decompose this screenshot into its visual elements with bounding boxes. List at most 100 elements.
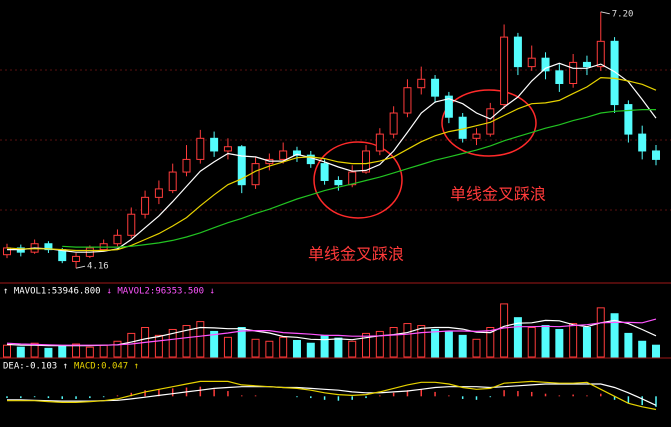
- volume-bar: [362, 332, 371, 358]
- volume-bar: [58, 345, 67, 358]
- volume-bar: [417, 325, 426, 358]
- annotation: 单线金叉踩浪: [450, 185, 546, 204]
- volume-bar: [127, 332, 136, 358]
- volume-bar: [3, 344, 11, 358]
- ma-line: [6, 76, 657, 252]
- volume-bar: [569, 323, 578, 358]
- volume-bar: [375, 330, 384, 358]
- annotation: 单线金叉踩浪: [308, 245, 404, 264]
- volume-bar: [334, 337, 343, 358]
- candle-body: [113, 234, 122, 245]
- candle-body: [458, 116, 467, 139]
- candle-body: [582, 61, 591, 68]
- candle-body: [182, 158, 191, 173]
- volume-bar: [444, 330, 453, 358]
- volume-bar: [168, 328, 177, 358]
- volume-bar: [113, 340, 122, 358]
- volume-bar: [403, 323, 412, 358]
- highlight-circle: [313, 141, 403, 219]
- volume-bar: [99, 344, 108, 358]
- volume-bar: [624, 332, 633, 358]
- candle-body: [417, 78, 426, 89]
- candle-body: [210, 137, 219, 152]
- price-label: 7.20: [612, 9, 634, 19]
- volume-bar: [154, 334, 163, 358]
- candle-body: [500, 36, 509, 106]
- volume-bar: [279, 336, 288, 358]
- candle-body: [196, 137, 205, 160]
- volume-bar: [582, 327, 591, 358]
- legend-label: ↓ MAVOL2:96353.500 ↓: [107, 287, 215, 297]
- candle-body: [72, 255, 81, 262]
- price-label-pointer: [75, 265, 86, 269]
- volume-bar: [486, 327, 495, 358]
- candle-body: [555, 70, 564, 84]
- candle-body: [431, 78, 440, 97]
- candle-body: [375, 133, 384, 152]
- volume-bar: [638, 340, 647, 358]
- candle-body: [596, 40, 605, 68]
- candle-body: [513, 36, 522, 68]
- candle-body: [223, 146, 232, 152]
- candle-body: [306, 154, 315, 165]
- volume-bar: [458, 334, 467, 358]
- candle-body: [251, 163, 260, 186]
- candle-body: [320, 163, 329, 181]
- volume-bar: [210, 330, 219, 358]
- volume-bar: [320, 334, 329, 358]
- candle-body: [154, 188, 163, 198]
- volume-bar: [610, 313, 619, 358]
- volume-bar: [306, 342, 315, 358]
- candle-body: [569, 61, 578, 84]
- candle-body: [168, 171, 177, 192]
- volume-bar: [389, 327, 398, 358]
- volume-bar: [44, 347, 53, 358]
- volume-bar: [652, 344, 660, 358]
- volume-bar: [292, 339, 301, 358]
- candle-body: [638, 133, 647, 152]
- macd-line: [7, 383, 657, 406]
- volume-bar: [431, 328, 440, 358]
- volume-bar: [72, 343, 81, 358]
- legend-label: DEA:-0.103 ↑: [3, 362, 68, 372]
- candle-body: [541, 57, 550, 72]
- macd-line: [7, 380, 657, 411]
- candle-body: [44, 243, 53, 251]
- candle-body: [3, 247, 11, 256]
- legend-label: ↑ MAVOL1:53946.800: [3, 287, 101, 297]
- candle-body: [362, 150, 371, 173]
- candle-body: [348, 171, 357, 186]
- volume-bar: [541, 325, 550, 358]
- volume-bar: [500, 303, 509, 358]
- legend-label: MACD:0.047 ↑: [74, 362, 139, 372]
- candle-body: [279, 150, 288, 160]
- candle-body: [403, 87, 412, 114]
- price-label-pointer: [600, 11, 610, 15]
- volume-bar: [85, 346, 94, 358]
- candle-body: [624, 104, 633, 135]
- volume-bar: [30, 342, 39, 358]
- candle-body: [127, 213, 136, 236]
- volume-bar: [555, 328, 564, 358]
- volume-bar: [348, 340, 357, 358]
- candle-body: [486, 108, 495, 135]
- volume-bar: [16, 346, 25, 358]
- candle-body: [472, 133, 481, 139]
- volume-bar: [472, 338, 481, 358]
- volume-bar: [265, 340, 274, 358]
- volume-bar: [196, 321, 205, 358]
- volume-bar: [596, 307, 605, 358]
- candle-body: [527, 57, 536, 68]
- volume-bar: [237, 327, 246, 358]
- candle-body: [334, 179, 343, 186]
- candle-body: [444, 95, 453, 118]
- price-label: 4.16: [87, 262, 109, 272]
- ma-line: [62, 108, 656, 248]
- volume-bar: [223, 336, 232, 358]
- volume-bar: [251, 338, 260, 358]
- candle-body: [389, 112, 398, 135]
- candle-body: [141, 196, 150, 215]
- candle-body: [652, 150, 660, 160]
- candle-body: [237, 146, 246, 186]
